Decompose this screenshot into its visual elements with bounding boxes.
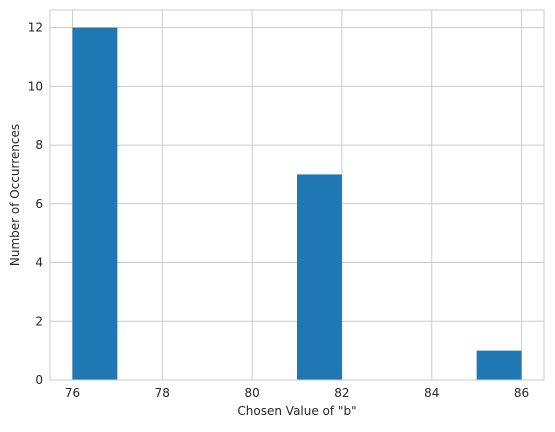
y-tick-label: 0 bbox=[35, 373, 43, 387]
y-tick-label: 12 bbox=[28, 21, 43, 35]
x-tick-label: 86 bbox=[514, 386, 529, 400]
x-tick-label: 76 bbox=[65, 386, 80, 400]
x-tick-label: 80 bbox=[244, 386, 259, 400]
x-axis-label: Chosen Value of "b" bbox=[237, 404, 356, 418]
histogram-bar bbox=[297, 174, 342, 380]
y-tick-label: 2 bbox=[35, 314, 43, 328]
x-tick-label: 84 bbox=[424, 386, 439, 400]
y-axis-label: Number of Occurrences bbox=[8, 124, 22, 266]
x-tick-labels: 76 78 80 82 84 86 bbox=[65, 386, 529, 400]
bars-layer bbox=[72, 27, 522, 380]
x-tick-label: 78 bbox=[155, 386, 170, 400]
histogram-bar bbox=[476, 350, 522, 380]
x-tick-label: 82 bbox=[334, 386, 349, 400]
y-tick-label: 8 bbox=[35, 138, 43, 152]
histogram-bar bbox=[72, 27, 118, 380]
y-tick-label: 4 bbox=[35, 256, 43, 270]
y-tick-labels: 0 2 4 6 8 10 12 bbox=[28, 21, 43, 387]
grid-layer bbox=[50, 10, 544, 381]
y-tick-label: 10 bbox=[28, 79, 43, 93]
y-tick-label: 6 bbox=[35, 197, 43, 211]
axes-frame bbox=[49, 9, 545, 381]
